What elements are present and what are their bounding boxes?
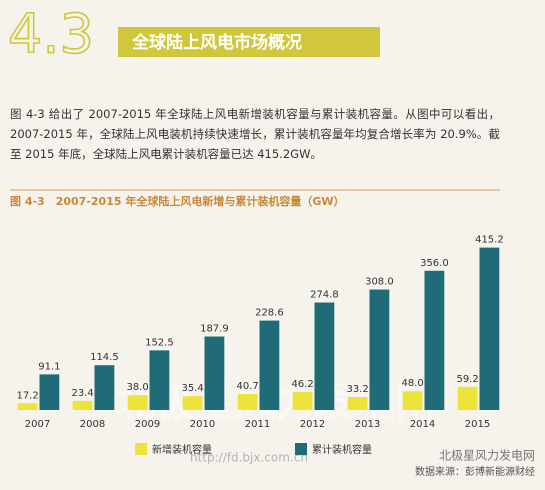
data-label: 308.0 bbox=[365, 277, 394, 288]
data-label: 46.2 bbox=[291, 379, 313, 390]
data-label: 59.2 bbox=[456, 374, 478, 385]
bar bbox=[237, 394, 258, 410]
data-label: 17.2 bbox=[16, 390, 38, 401]
legend-label: 累计装机容量 bbox=[312, 443, 372, 456]
data-label: 91.1 bbox=[38, 361, 60, 372]
data-label: 356.0 bbox=[420, 258, 449, 269]
data-label: 415.2 bbox=[475, 235, 504, 246]
x-tick-label: 2008 bbox=[80, 419, 105, 430]
bar bbox=[127, 395, 148, 410]
data-label: 38.0 bbox=[126, 382, 148, 393]
data-label: 274.8 bbox=[310, 290, 339, 301]
bar bbox=[347, 397, 368, 410]
chart-title: 图 4-3 2007-2015 年全球陆上风电新增与累计装机容量（GW） bbox=[10, 194, 345, 208]
bar bbox=[479, 247, 500, 410]
legend-swatch bbox=[135, 443, 147, 455]
legend-swatch bbox=[295, 443, 307, 455]
data-label: 23.4 bbox=[71, 388, 93, 399]
x-tick-label: 2010 bbox=[190, 419, 215, 430]
bar bbox=[39, 374, 60, 410]
bar bbox=[72, 400, 93, 410]
x-tick-label: 2011 bbox=[245, 419, 270, 430]
bar bbox=[182, 396, 203, 410]
data-label: 187.9 bbox=[200, 324, 229, 335]
data-label: 228.6 bbox=[255, 308, 284, 319]
source: 数据来源：彭博新能源财经 bbox=[415, 465, 535, 478]
bar bbox=[259, 320, 280, 410]
watermark-small: 北极星风力发电网 bbox=[439, 448, 535, 463]
bar bbox=[149, 350, 170, 410]
data-label: 48.0 bbox=[401, 378, 423, 389]
bar bbox=[402, 391, 423, 410]
bar bbox=[292, 391, 313, 410]
section-title: 全球陆上风电市场概况 bbox=[131, 32, 302, 53]
data-label: 33.2 bbox=[346, 384, 368, 395]
x-tick-label: 2012 bbox=[300, 419, 325, 430]
watermark-url: http://fd.bjx.com.cn bbox=[190, 451, 308, 465]
x-tick-label: 2013 bbox=[355, 419, 380, 430]
bar bbox=[94, 365, 115, 410]
data-label: 114.5 bbox=[90, 352, 119, 363]
x-tick-label: 2014 bbox=[410, 419, 435, 430]
data-label: 35.4 bbox=[181, 383, 203, 394]
bar bbox=[314, 302, 335, 410]
body-text: 图 4-3 给出了 2007-2015 年全球陆上风电新增装机容量与累计装机容量… bbox=[10, 107, 500, 161]
x-tick-label: 2009 bbox=[135, 419, 160, 430]
bar bbox=[17, 403, 38, 410]
bar bbox=[369, 289, 390, 410]
x-tick-label: 2007 bbox=[25, 419, 50, 430]
section-number: 4.3 bbox=[8, 3, 94, 66]
bar bbox=[204, 336, 225, 410]
bar bbox=[424, 270, 445, 410]
x-tick-label: 2015 bbox=[465, 419, 490, 430]
title-band bbox=[118, 27, 380, 57]
data-label: 40.7 bbox=[236, 381, 258, 392]
bar bbox=[457, 386, 478, 410]
legend-label: 新增装机容量 bbox=[152, 443, 212, 456]
data-label: 152.5 bbox=[145, 337, 174, 348]
